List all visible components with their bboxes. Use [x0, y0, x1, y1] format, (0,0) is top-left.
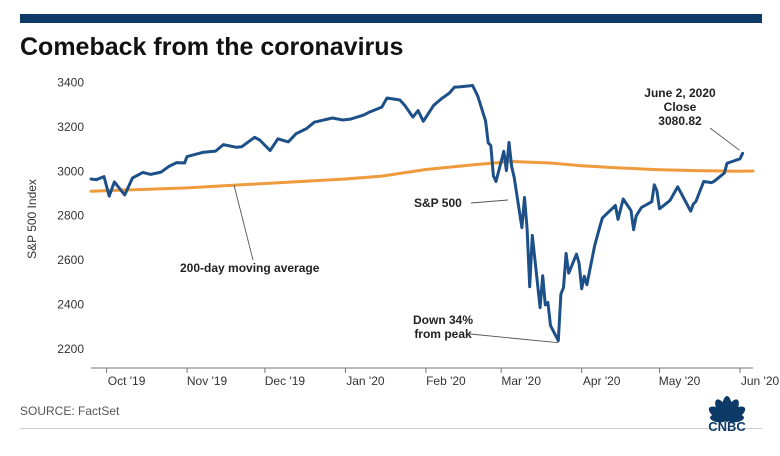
x-tick-label: Dec '19 — [265, 374, 306, 388]
annotation-sp500-label: S&P 500 — [414, 196, 462, 210]
footer-divider — [20, 428, 762, 429]
y-tick-label: 3000 — [57, 164, 84, 178]
annotation-down-line: Down 34% — [413, 313, 473, 327]
y-axis-label: S&P 500 Index — [25, 179, 39, 259]
annotation-june-line: Close — [664, 100, 697, 114]
y-tick-label: 3200 — [57, 120, 84, 134]
y-tick-label: 2400 — [57, 297, 84, 311]
x-tick-label: Feb '20 — [426, 374, 466, 388]
sp500-series-line — [89, 84, 745, 343]
x-tick-label: Jan '20 — [346, 374, 385, 388]
annotation-june-leader — [709, 127, 740, 151]
x-tick-label: Mar '20 — [501, 374, 541, 388]
peacock-icon — [708, 396, 746, 423]
annotation-down-line: from peak — [414, 327, 472, 341]
y-tick-label: 2800 — [57, 209, 84, 223]
annotation-sp500-leader — [470, 199, 509, 204]
x-tick-label: Oct '19 — [108, 374, 146, 388]
cnbc-logo: CNBC — [708, 396, 746, 433]
x-tick-label: Jun '20 — [741, 374, 780, 388]
x-tick-label: May '20 — [659, 374, 701, 388]
annotation-june-line: June 2, 2020 — [644, 86, 716, 100]
source-note: SOURCE: FactSet — [20, 404, 120, 418]
annotation-ma-label: 200-day moving average — [180, 261, 320, 275]
chart-title: Comeback from the coronavirus — [20, 33, 404, 61]
x-tick-label: Apr '20 — [583, 374, 621, 388]
top-accent-bar — [20, 14, 762, 23]
annotation-down-leader — [469, 333, 559, 344]
y-tick-label: 2600 — [57, 253, 84, 267]
y-tick-label: 2200 — [57, 342, 84, 356]
annotation-ma-leader — [233, 184, 254, 261]
x-tick-label: Nov '19 — [187, 374, 228, 388]
logo-text: CNBC — [708, 419, 746, 433]
y-tick-label: 3400 — [57, 75, 84, 89]
annotation-june-line: 3080.82 — [658, 114, 702, 128]
